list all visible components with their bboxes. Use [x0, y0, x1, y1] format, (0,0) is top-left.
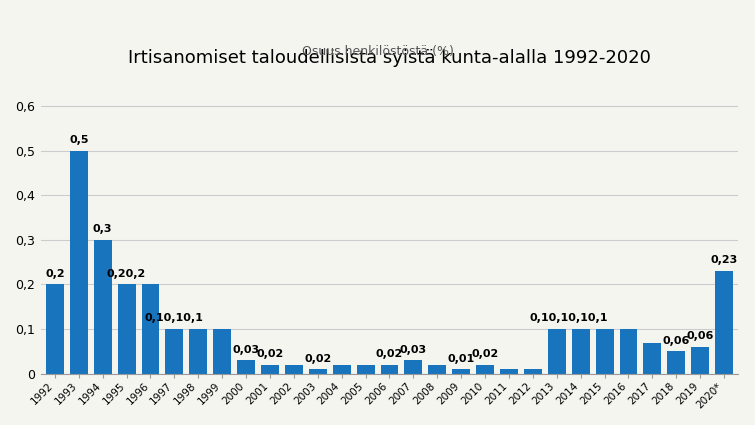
Bar [141, 284, 159, 374]
Bar [94, 240, 112, 374]
Text: 0,06: 0,06 [686, 331, 713, 341]
Text: 0,02: 0,02 [257, 349, 284, 359]
Bar [69, 150, 88, 374]
Bar [596, 329, 614, 374]
Bar [213, 329, 231, 374]
Bar [405, 360, 422, 374]
Bar [691, 347, 709, 374]
Text: 0,3: 0,3 [93, 224, 112, 234]
Bar [667, 351, 686, 374]
Bar [715, 271, 733, 374]
Text: 0,02: 0,02 [304, 354, 331, 363]
Bar [500, 369, 518, 374]
Bar [381, 365, 399, 374]
Text: 0,02: 0,02 [376, 349, 403, 359]
Bar [46, 284, 64, 374]
Bar [524, 369, 542, 374]
Text: 0,03: 0,03 [233, 345, 260, 354]
Bar [643, 343, 661, 374]
Bar [285, 365, 303, 374]
Text: 0,23: 0,23 [710, 255, 738, 265]
Bar [333, 365, 350, 374]
Bar [476, 365, 494, 374]
Text: 0,10,10,10,1: 0,10,10,10,1 [529, 313, 608, 323]
Bar [620, 329, 637, 374]
Bar [309, 369, 327, 374]
Bar [428, 365, 446, 374]
Bar [572, 329, 590, 374]
Bar [165, 329, 183, 374]
Text: 0,20,2: 0,20,2 [107, 269, 146, 279]
Bar [548, 329, 565, 374]
Text: 0,02: 0,02 [471, 349, 499, 359]
Title: Irtisanomiset taloudellisista syistä kunta-alalla 1992-2020: Irtisanomiset taloudellisista syistä kun… [128, 49, 651, 67]
Text: 0,06: 0,06 [663, 336, 690, 346]
Bar [356, 365, 374, 374]
Bar [237, 360, 255, 374]
Bar [190, 329, 208, 374]
Bar [452, 369, 470, 374]
Bar [261, 365, 279, 374]
Text: Osuus henkilöstöstä (%): Osuus henkilöstöstä (%) [301, 45, 454, 58]
Text: 0,01: 0,01 [448, 354, 475, 363]
Text: 0,5: 0,5 [69, 135, 88, 145]
Text: 0,10,10,1: 0,10,10,1 [145, 313, 204, 323]
Text: 0,03: 0,03 [400, 345, 427, 354]
Text: 0,2: 0,2 [45, 269, 65, 279]
Bar [118, 284, 136, 374]
